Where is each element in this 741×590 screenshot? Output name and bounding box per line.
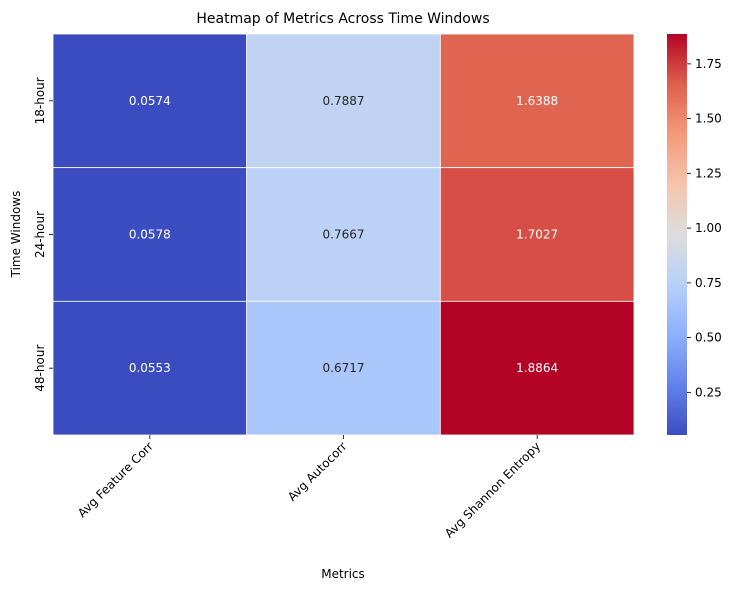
heatmap-cell [246, 33, 441, 169]
x-tick-label: Avg Feature Corr [75, 439, 156, 520]
cell-value-label: 1.7027 [516, 228, 558, 242]
heatmap-cell [439, 167, 635, 302]
cell-value-label: 0.7667 [323, 228, 365, 242]
heatmap-cell [439, 33, 635, 169]
heatmap-cell [52, 167, 248, 302]
x-axis-label: Metrics [321, 567, 365, 581]
colorbar-tick-label: 1.00 [695, 221, 722, 235]
heatmap-cell [52, 33, 248, 169]
colorbar-tick-label: 0.75 [695, 276, 722, 290]
cell-value-label: 0.6717 [323, 361, 365, 375]
colorbar-tick-label: 1.25 [695, 166, 722, 180]
colorbar-gradient [667, 34, 687, 435]
y-axis-ticks: 18-hour 24-hour 48-hour [33, 77, 53, 392]
heatmap-cell [246, 167, 441, 302]
cell-value-label: 0.0578 [129, 228, 171, 242]
y-tick-label: 24-hour [33, 211, 47, 258]
x-tick-label: Avg Autocorr [285, 439, 350, 504]
cell-value-label: 0.0574 [129, 94, 171, 108]
cell-value-label: 1.8864 [516, 361, 558, 375]
y-tick-label: 18-hour [33, 77, 47, 124]
heatmap-cell [52, 300, 248, 436]
chart-title: Heatmap of Metrics Across Time Windows [196, 11, 489, 27]
colorbar-tick-label: 1.75 [695, 57, 722, 71]
cell-value-label: 0.7887 [323, 94, 365, 108]
cell-value-label: 0.0553 [129, 361, 171, 375]
y-axis-label: Time Windows [9, 191, 23, 279]
heatmap-cell [246, 300, 441, 436]
heatmap-cells: 0.0574 0.7887 1.6388 0.0578 0.7667 1.7027 0.05… [52, 33, 635, 436]
colorbar: 0.25 0.50 0.75 1.00 1.25 1.50 1.75 [667, 34, 722, 435]
colorbar-tick-label: 0.25 [695, 385, 722, 399]
y-tick-label: 48-hour [33, 345, 47, 392]
colorbar-tick-label: 0.50 [695, 331, 722, 345]
x-tick-label: Avg Shannon Entropy [442, 439, 543, 540]
cell-value-label: 1.6388 [516, 94, 558, 108]
x-axis-ticks: Avg Feature Corr Avg Autocorr Avg Shannon … [75, 435, 543, 540]
colorbar-tick-label: 1.50 [695, 112, 722, 126]
